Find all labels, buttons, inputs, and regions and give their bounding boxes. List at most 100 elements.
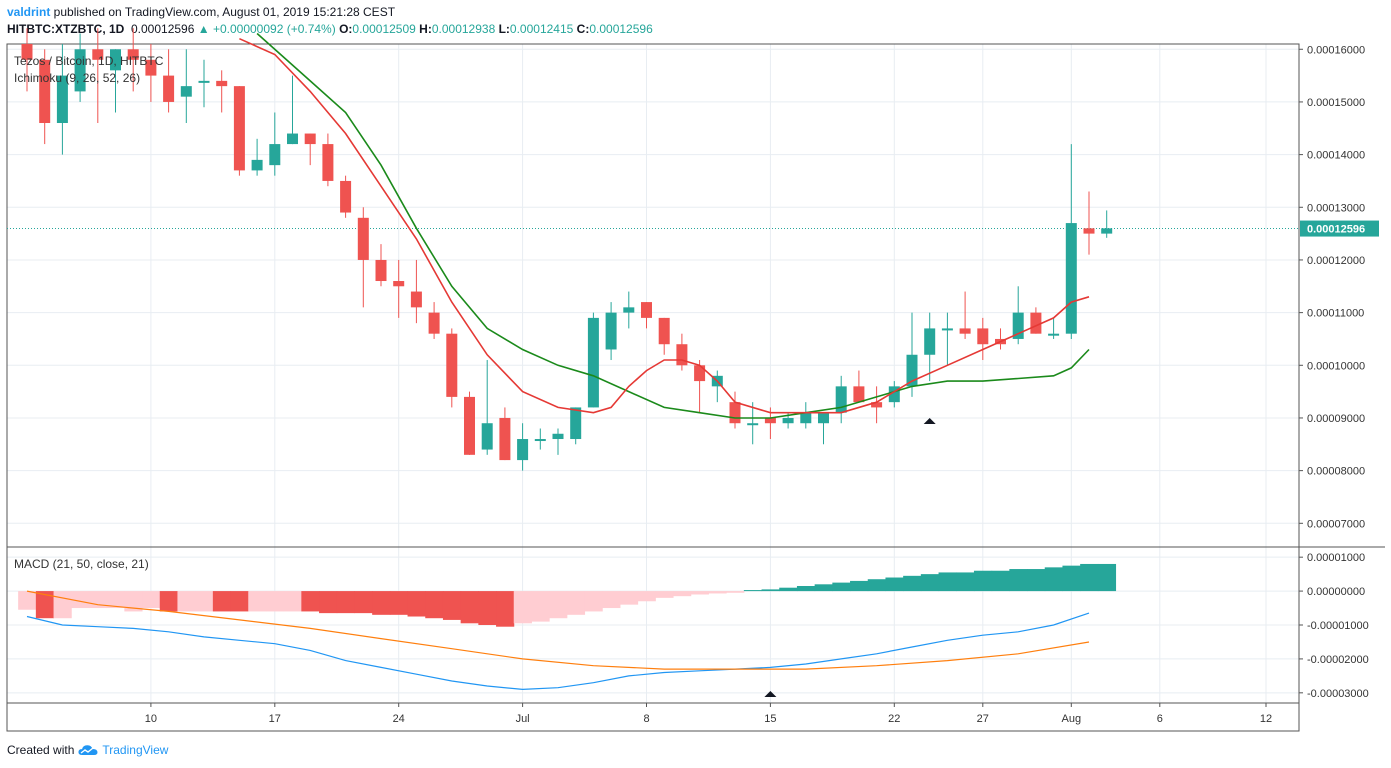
candle-body[interactable] bbox=[1012, 312, 1024, 339]
candle-body[interactable] bbox=[340, 180, 352, 213]
macd-hist-bar bbox=[425, 591, 444, 619]
price-tick-label: 0.00008000 bbox=[1307, 466, 1365, 478]
candle-body[interactable] bbox=[304, 133, 316, 145]
macd-hist-bar bbox=[18, 591, 37, 610]
candle-body[interactable] bbox=[517, 439, 529, 461]
candle-body[interactable] bbox=[357, 217, 369, 260]
high-value: 0.00012938 bbox=[431, 22, 496, 36]
candle-body[interactable] bbox=[428, 312, 440, 334]
candle-body[interactable] bbox=[393, 281, 405, 287]
macd-hist-bar bbox=[177, 591, 196, 612]
low-value: 0.00012415 bbox=[509, 22, 574, 36]
candle-body[interactable] bbox=[658, 317, 670, 345]
macd-tick-label: -0.00001000 bbox=[1307, 620, 1369, 632]
candle-body[interactable] bbox=[127, 49, 139, 60]
candle-body[interactable] bbox=[446, 333, 458, 397]
macd-hist-bar bbox=[867, 579, 886, 592]
candle-body[interactable] bbox=[56, 75, 68, 124]
candle-body[interactable] bbox=[39, 59, 51, 124]
time-tick-label: Jul bbox=[516, 713, 530, 725]
candle-body[interactable] bbox=[375, 259, 387, 282]
candle-body[interactable] bbox=[764, 417, 776, 424]
candle-body[interactable] bbox=[888, 386, 900, 403]
price-tick-label: 0.00011000 bbox=[1307, 308, 1364, 320]
candle-body[interactable] bbox=[977, 328, 989, 345]
candle-body[interactable] bbox=[1030, 312, 1042, 334]
candle-body[interactable] bbox=[163, 75, 175, 102]
candle-body[interactable] bbox=[233, 86, 245, 171]
candle-body[interactable] bbox=[499, 417, 511, 461]
price-tick-label: 0.00016000 bbox=[1307, 44, 1365, 56]
chart-frame bbox=[6, 43, 1385, 732]
candle-body[interactable] bbox=[481, 423, 493, 450]
macd-hist-bar bbox=[230, 591, 249, 612]
macd-hist-bar bbox=[265, 591, 285, 612]
ichimoku-marker-icon bbox=[923, 418, 936, 424]
price-change: ▲ +0.00000092 (+0.74%) bbox=[197, 22, 336, 36]
signal-line bbox=[26, 590, 1090, 670]
candle-body[interactable] bbox=[853, 386, 865, 403]
candle-body[interactable] bbox=[747, 423, 759, 426]
symbol[interactable]: HITBTC:XTZBTC, 1D bbox=[7, 22, 125, 36]
candle-body[interactable] bbox=[924, 328, 936, 355]
tradingview-brand[interactable]: TradingView bbox=[102, 743, 169, 757]
macd-hist-bar bbox=[796, 586, 816, 592]
candle-body[interactable] bbox=[251, 159, 263, 171]
macd-hist-bar bbox=[903, 575, 922, 592]
candle-body[interactable] bbox=[800, 412, 812, 424]
candles[interactable] bbox=[21, 28, 1113, 471]
candle-body[interactable] bbox=[570, 407, 582, 440]
candle-body[interactable] bbox=[145, 59, 157, 76]
candle-body[interactable] bbox=[534, 439, 546, 442]
candle-body[interactable] bbox=[835, 386, 847, 413]
candle-body[interactable] bbox=[464, 396, 475, 455]
candle-body[interactable] bbox=[1083, 228, 1095, 234]
candle-body[interactable] bbox=[587, 317, 599, 408]
candle-body[interactable] bbox=[198, 80, 210, 83]
candle-body[interactable] bbox=[552, 433, 564, 440]
candle-body[interactable] bbox=[906, 354, 918, 387]
candle-body[interactable] bbox=[676, 344, 688, 366]
macd-hist-bar bbox=[726, 591, 745, 593]
macd-hist-bar bbox=[1009, 569, 1028, 592]
candle-body[interactable] bbox=[74, 49, 86, 92]
candle-body[interactable] bbox=[269, 144, 281, 166]
time-tick-label: 10 bbox=[145, 713, 157, 725]
candle-body[interactable] bbox=[287, 133, 298, 145]
candle-body[interactable] bbox=[410, 291, 422, 308]
publish-line: valdrint published on TradingView.com, A… bbox=[7, 5, 395, 19]
candle-body[interactable] bbox=[941, 328, 953, 331]
macd-hist-bar bbox=[159, 591, 178, 612]
candle-body[interactable] bbox=[110, 49, 121, 71]
macd-hist-bar bbox=[885, 577, 904, 592]
candle-body[interactable] bbox=[871, 402, 883, 408]
time-tick-label: 27 bbox=[977, 713, 989, 725]
ichimoku-legend[interactable]: Ichimoku (9, 26, 52, 26) bbox=[14, 71, 140, 85]
candle-body[interactable] bbox=[1065, 223, 1077, 334]
macd-hist-bar bbox=[1044, 567, 1063, 592]
candle-body[interactable] bbox=[1101, 228, 1113, 234]
author-link[interactable]: valdrint bbox=[7, 5, 51, 19]
candle-body[interactable] bbox=[694, 365, 706, 382]
candle-body[interactable] bbox=[729, 402, 741, 424]
candle-body[interactable] bbox=[92, 49, 104, 60]
candle-body[interactable] bbox=[21, 44, 33, 60]
macd-hist-bar bbox=[850, 580, 869, 592]
open-label: O: bbox=[339, 22, 353, 36]
candle-body[interactable] bbox=[322, 144, 334, 181]
candle-body[interactable] bbox=[641, 302, 652, 318]
macd-legend[interactable]: MACD (21, 50, close, 21) bbox=[14, 557, 149, 571]
candle-body[interactable] bbox=[216, 80, 228, 87]
candle-body[interactable] bbox=[959, 328, 971, 334]
candle-body[interactable] bbox=[605, 312, 617, 350]
candle-body[interactable] bbox=[180, 86, 192, 97]
candle-body[interactable] bbox=[818, 412, 829, 424]
macd-hist-bar bbox=[513, 591, 532, 624]
candle-body[interactable] bbox=[1048, 333, 1060, 336]
time-tick-label: 24 bbox=[393, 713, 405, 725]
candle-body[interactable] bbox=[782, 417, 794, 424]
candle-body[interactable] bbox=[623, 307, 635, 313]
macd-hist-bar bbox=[619, 591, 639, 605]
macd-tick-label: 0.00001000 bbox=[1307, 552, 1365, 564]
